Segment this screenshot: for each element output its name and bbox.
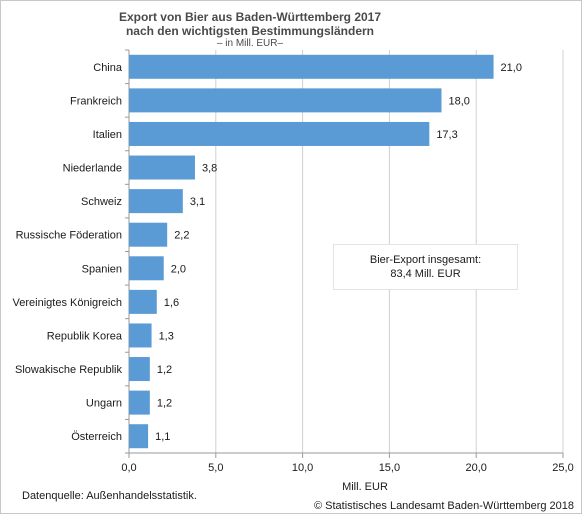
- data-label: 3,1: [190, 196, 205, 208]
- data-label: 1,2: [157, 364, 172, 376]
- data-label: 1,2: [157, 398, 172, 410]
- annotation-line1: Bier-Export insgesamt:: [369, 254, 482, 266]
- annotation-line2: 83,4 Mill. EUR: [390, 268, 461, 280]
- chart-title-line1: Export von Bier aus Baden-Württemberg 20…: [118, 10, 382, 24]
- data-label: 2,0: [171, 263, 186, 275]
- category-label: Spanien: [82, 263, 122, 275]
- x-tick-label: 0,0: [121, 462, 136, 474]
- bar: [129, 390, 150, 415]
- x-tick-label: 5,0: [208, 462, 223, 474]
- category-label: Republik Korea: [47, 330, 123, 342]
- category-label: Slowakische Republik: [15, 364, 122, 376]
- data-label: 3,8: [202, 163, 217, 175]
- copyright: © Statistisches Landesamt Baden-Württemb…: [313, 500, 574, 512]
- x-tick-label: 10,0: [292, 462, 313, 474]
- category-label: Niederlande: [63, 163, 122, 175]
- bar: [129, 289, 157, 314]
- category-label: Schweiz: [81, 196, 122, 208]
- category-label: Ungarn: [86, 398, 122, 410]
- category-label: Vereinigtes Königreich: [13, 297, 122, 309]
- bar: [129, 54, 494, 79]
- data-label: 1,1: [155, 431, 170, 443]
- bar: [129, 222, 168, 247]
- bar: [129, 189, 183, 214]
- category-label: Österreich: [71, 431, 122, 443]
- bar: [129, 256, 164, 281]
- chart-subtitle: – in Mill. EUR–: [216, 38, 284, 49]
- bar: [129, 323, 152, 348]
- data-label: 17,3: [436, 129, 457, 141]
- total-export-annotation: Bier-Export insgesamt: 83,4 Mill. EUR: [333, 244, 518, 290]
- x-axis-label: Mill. EUR: [342, 481, 388, 493]
- bar: [129, 424, 149, 449]
- category-label: Russische Föderation: [16, 230, 122, 242]
- category-label: Frankreich: [70, 95, 122, 107]
- x-tick-label: 25,0: [552, 462, 573, 474]
- category-label: China: [93, 62, 123, 74]
- bar: [129, 88, 442, 113]
- x-tick-label: 15,0: [379, 462, 400, 474]
- x-tick-label: 20,0: [465, 462, 486, 474]
- data-label: 1,6: [164, 297, 179, 309]
- bar: [129, 357, 150, 382]
- category-label: Italien: [93, 129, 122, 141]
- data-label: 21,0: [501, 62, 522, 74]
- bar: [129, 121, 430, 146]
- data-label: 1,3: [159, 330, 174, 342]
- data-source: Datenquelle: Außenhandelsstatistik.: [22, 490, 197, 502]
- chart-title-line2: nach den wichtigsten Bestimmungsländern: [125, 24, 375, 38]
- data-label: 2,2: [174, 230, 189, 242]
- data-label: 18,0: [448, 95, 469, 107]
- bar: [129, 155, 195, 180]
